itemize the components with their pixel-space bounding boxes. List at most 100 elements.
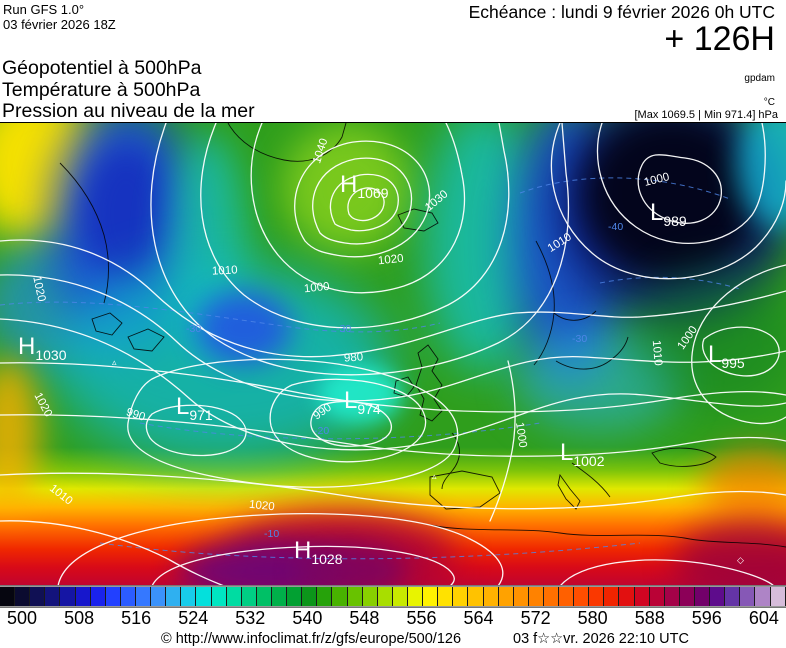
isobar-label: 1040 (311, 136, 331, 166)
pressure-center-L989: L989 (650, 199, 687, 229)
colorbar-cell (725, 587, 741, 606)
valid-time: Echéance : lundi 9 février 2026 0h UTC (468, 2, 775, 22)
colorbar-cell (574, 587, 590, 606)
colorbar-scale: 500 508 516 524 532 540 548 556 564 572 580 588 596 6… (0, 608, 786, 630)
param-temperature: Température à 500hPa (2, 78, 201, 101)
isobar-contours (0, 123, 786, 586)
pressure-center-letter: L (560, 439, 574, 466)
colorbar-cell (695, 587, 711, 606)
colorbar-cell (392, 587, 408, 606)
colorbar-tick-label: 572 (520, 608, 551, 628)
map-marker-icon: ▵ (112, 357, 117, 367)
colorbar-cell (196, 587, 212, 606)
colorbar-cell (407, 587, 424, 606)
pressure-isobars (0, 123, 786, 586)
pressure-center-letter: L (344, 387, 358, 414)
isobar-label: 980 (343, 351, 364, 365)
isobar-label: 1000 (513, 421, 529, 449)
pressure-center-H1028: H1028 (294, 537, 343, 567)
colorbar-cell (226, 587, 242, 606)
param-pressure: Pression au niveau de la mer (2, 100, 255, 122)
map-marker-icon: ◇ (737, 555, 744, 565)
colorbar-cell (559, 587, 575, 606)
colorbar-cell (151, 587, 167, 606)
isobar-label: 990 (311, 401, 334, 423)
parameter-titles: Géopotentiel à 500hPa Température à 500h… (2, 57, 255, 123)
isobar-label: 1000 (303, 280, 331, 296)
colorbar-cell (634, 587, 650, 606)
pressure-center-value: 971 (189, 407, 213, 423)
isobar-label: 1020 (377, 252, 405, 268)
copyright-url: © http://www.infoclimat.fr/z/gfs/europe/… (161, 631, 462, 647)
isobar-label: 1000 (642, 171, 671, 189)
temperature-contours (0, 177, 741, 560)
colorbar-cell (120, 587, 136, 606)
colorbar-cell (60, 587, 76, 606)
map-labels: H1069 L989 H1030 L971 L974 L995 L1002 H1028 1040… (0, 123, 786, 586)
colorbar-cell (271, 587, 288, 606)
pressure-minmax: [Max 1069.5 | Min 971.4] hPa (634, 109, 779, 121)
pressure-center-L995: L995 (708, 341, 745, 371)
temperature-label: -20 (314, 425, 330, 437)
colorbar-cell (317, 587, 333, 606)
map-marker-icon: ▵ (432, 471, 437, 481)
colorbar-cell (710, 587, 726, 606)
colorbar-cell (453, 587, 469, 606)
forecast-hour: + 126H (664, 20, 775, 58)
colorbar-cell (256, 587, 272, 606)
colorbar-cell (362, 587, 378, 606)
isobar-label: 1010 (545, 231, 574, 255)
colorbar-tick-label: 516 (121, 608, 152, 628)
colorbar-cell (135, 587, 152, 606)
field-blob (196, 291, 292, 365)
colorbar-cell (347, 587, 363, 606)
colorbar-cell (90, 587, 106, 606)
colorbar-cell (287, 587, 303, 606)
colorbar-cell (438, 587, 454, 606)
colorbar-tick-label: 596 (691, 608, 722, 628)
isobar-label: 1020 (31, 390, 55, 420)
colorbar-cell (181, 587, 197, 606)
pressure-center-value: 1069 (357, 185, 389, 201)
geopotential-colorbar (0, 585, 786, 608)
pressure-center-H1069: H1069 (340, 171, 389, 201)
isobar-label: 1000 (675, 324, 701, 352)
colorbar-tick-label: 540 (292, 608, 323, 628)
colorbar-cell (45, 587, 61, 606)
pressure-center-L974: L974 (344, 387, 381, 417)
pressure-center-value: 1028 (311, 551, 343, 567)
colorbar-cell (75, 587, 91, 606)
colorbar-cell (332, 587, 348, 606)
colorbar-cell (0, 587, 16, 606)
colorbar-tick-label: 508 (64, 608, 95, 628)
isobar-label: 1030 (423, 188, 451, 214)
weather-map: H1069 L989 H1030 L971 L974 L995 L1002 H1028 1040… (0, 122, 786, 586)
colorbar-cell (649, 587, 665, 606)
pressure-center-letter: H (18, 333, 36, 360)
colorbar-tick-label: 564 (463, 608, 494, 628)
colorbar-tick-label: 580 (577, 608, 608, 628)
field-blob (700, 449, 786, 523)
colorbar-cell (513, 587, 529, 606)
colorbar-tick-label: 532 (235, 608, 266, 628)
colorbar-cell (604, 587, 620, 606)
temperature-label: -30 (572, 333, 588, 345)
colorbar-cell (755, 587, 771, 606)
colorbar-cell (302, 587, 318, 606)
pressure-center-value: 974 (357, 401, 381, 417)
footer-bar: © http://www.infoclimat.fr/z/gfs/europe/… (0, 630, 786, 648)
isobar-label: 1020 (248, 498, 276, 514)
isobar-label: 1010 (47, 482, 75, 508)
colorbar-tick-label: 604 (748, 608, 779, 628)
pressure-center-H1030: H1030 (18, 333, 67, 363)
temperature-label: -30 (336, 323, 352, 335)
pressure-center-letter: H (294, 537, 312, 564)
isobar-label: 990 (124, 406, 147, 424)
pressure-center-L971: L971 (176, 393, 213, 423)
colorbar-tick-label: 548 (349, 608, 380, 628)
colorbar-cell (30, 587, 46, 606)
colorbar-cell (664, 587, 680, 606)
colorbar-tick-label: 556 (406, 608, 437, 628)
colorbar-cell (528, 587, 544, 606)
